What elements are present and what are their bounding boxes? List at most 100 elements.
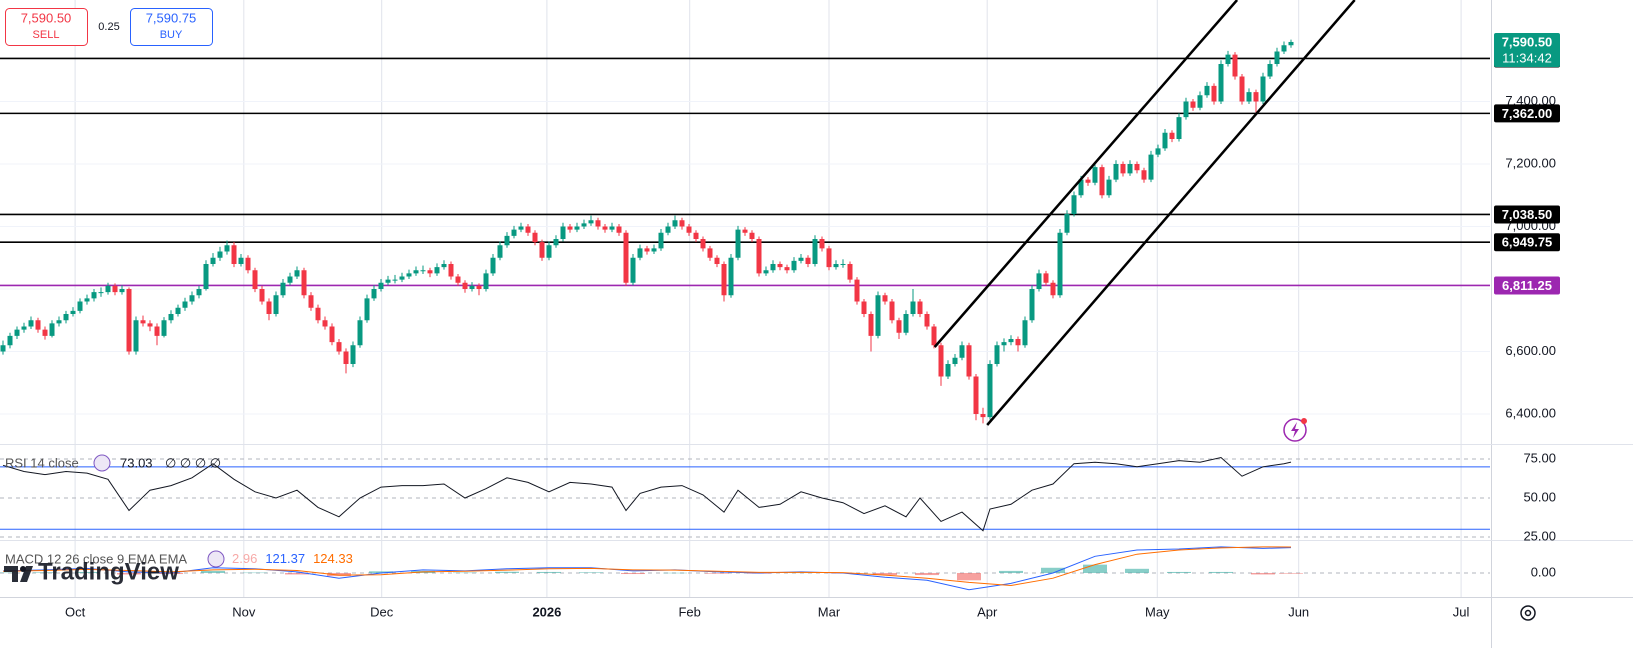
candle-body: [840, 264, 846, 265]
macd-histogram-bar: [369, 571, 394, 573]
candle-body: [98, 292, 104, 294]
candle-body: [462, 282, 468, 289]
candle-body: [980, 414, 986, 418]
level-label: 6,811.25: [1502, 278, 1552, 293]
candle-body: [658, 232, 664, 249]
candle-body: [1190, 101, 1196, 108]
candle-body: [791, 260, 797, 271]
macd-histogram-bar: [663, 572, 688, 574]
candle-body: [308, 295, 314, 308]
candle-body: [315, 307, 321, 321]
macd-histogram-bar: [1166, 571, 1191, 573]
level-badge: [1494, 276, 1560, 295]
macd-legend-value: 2.96: [232, 551, 257, 566]
candle-body: [938, 345, 944, 377]
candle-body: [700, 239, 706, 249]
candle-body: [28, 320, 34, 327]
macd-histogram-bar: [285, 572, 310, 575]
candle-body: [1127, 164, 1133, 174]
sell-button[interactable]: 7,590.50 SELL: [5, 8, 88, 46]
macd-histogram-bar: [1082, 564, 1107, 573]
x-tick-label: Jul: [1453, 604, 1470, 619]
buy-button[interactable]: 7,590.75 BUY: [130, 8, 213, 46]
macd-histogram-bar: [327, 572, 352, 577]
candle-body: [483, 273, 489, 289]
rsi-legend: RSI 14 close 73.03 ∅ ∅ ∅ ∅: [5, 454, 221, 472]
candle-body: [217, 251, 223, 258]
candle-body: [1022, 320, 1028, 346]
settings-gear[interactable]: [1520, 605, 1536, 621]
candle-body: [196, 289, 202, 296]
macd-histogram-bar: [998, 570, 1023, 573]
candle-body: [1267, 64, 1273, 77]
candle-body: [252, 270, 258, 289]
macd-histogram-bar: [243, 572, 268, 574]
candle-body: [637, 248, 643, 258]
candle-body: [399, 276, 405, 280]
y-tick-label: 6,600.00: [1505, 343, 1556, 358]
candle-body: [805, 257, 811, 264]
macd-legend-value: 121.37: [265, 551, 305, 566]
macd-legend-values: 2.96 121.37 124.33: [232, 551, 353, 566]
candle-body: [203, 264, 209, 289]
candle-body: [1134, 164, 1140, 171]
buy-box[interactable]: [130, 8, 213, 46]
x-tick-label: Oct: [65, 604, 86, 619]
candle-body: [1211, 85, 1217, 102]
sell-box[interactable]: [5, 8, 88, 46]
candle-body: [574, 226, 580, 230]
candle-body: [455, 276, 461, 283]
level-label: 7,362.00: [1502, 106, 1553, 121]
rsi-icon[interactable]: [93, 454, 111, 472]
candle-body: [1029, 289, 1035, 321]
candle-body: [504, 235, 510, 246]
candle-body: [182, 301, 188, 308]
alert-icon[interactable]: [1283, 418, 1307, 442]
candle-body: [875, 295, 881, 336]
candle-body: [945, 364, 951, 377]
candle-body: [1015, 339, 1021, 346]
x-tick-label: Apr: [977, 604, 998, 619]
settings-icon[interactable]: [1520, 605, 1536, 621]
candle-body: [749, 232, 755, 239]
candle-body: [420, 270, 426, 272]
candle-body: [1197, 95, 1203, 108]
x-tick-label: May: [1145, 604, 1170, 619]
candle-body: [721, 264, 727, 296]
candle-body: [378, 282, 384, 289]
last-price-badge: [1494, 32, 1560, 67]
candle-body: [385, 279, 391, 283]
x-tick-label: Jun: [1288, 604, 1309, 619]
candle-body: [336, 342, 342, 352]
candle-body: [588, 220, 594, 224]
macd-icon[interactable]: [207, 550, 225, 568]
rsi-title: RSI 14 close: [5, 455, 79, 470]
buy-label: BUY: [160, 29, 183, 41]
macd-legend-value: 124.33: [313, 551, 353, 566]
macd-histogram-bar: [956, 572, 981, 581]
candle-body: [910, 301, 916, 314]
candle-body: [63, 314, 69, 321]
macd-histogram-bar: [1208, 571, 1233, 573]
candle-body: [553, 239, 559, 246]
countdown: 11:34:42: [1502, 50, 1552, 65]
candle-body: [1092, 167, 1098, 183]
candle-body: [1183, 101, 1189, 118]
candle-body: [413, 270, 419, 274]
candle-body: [1099, 167, 1105, 196]
macd-histogram-bar: [159, 572, 184, 575]
candle-body: [322, 320, 328, 327]
candle-body: [392, 279, 398, 281]
macd-histogram-bar: [453, 572, 478, 574]
x-tick-label: Mar: [818, 604, 841, 619]
candle-body: [1218, 64, 1224, 102]
candle-body: [532, 232, 538, 243]
candle-body: [1001, 342, 1007, 346]
candle-body: [1260, 76, 1266, 102]
candle-body: [238, 257, 244, 264]
candle-body: [210, 257, 216, 264]
candle-body: [406, 273, 412, 277]
alert-dot: [1301, 418, 1307, 424]
candle-body: [952, 357, 958, 364]
